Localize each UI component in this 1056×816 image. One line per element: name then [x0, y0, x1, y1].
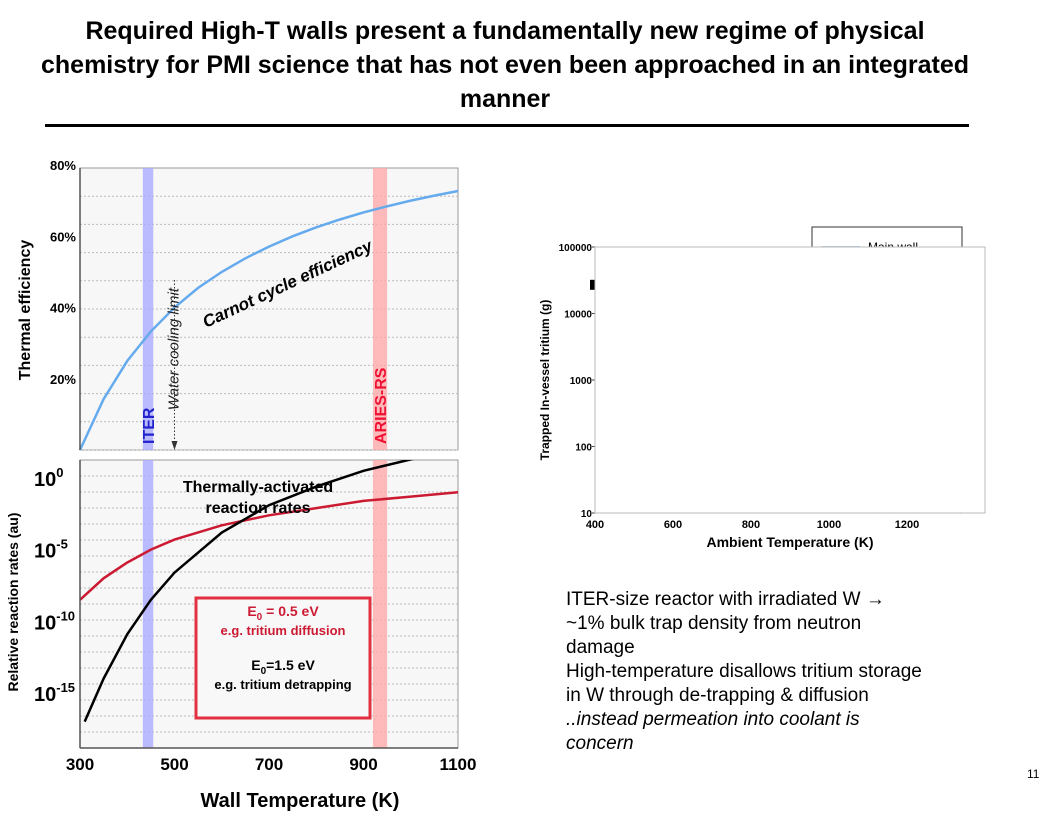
slide-title: Required High-T walls present a fundamen… [40, 17, 969, 113]
y-axis-title-top: Thermal efficiency [17, 240, 34, 381]
x-tick-label: 600 [664, 519, 682, 531]
notes-line: ..instead permeation into coolant is [566, 709, 860, 730]
legend-description: e.g. tritium detrapping [214, 677, 351, 692]
y-tick-label: 10000 [564, 310, 592, 321]
band-aries-rs-bottom [372, 460, 388, 748]
y-tick-label: 100 [34, 465, 63, 491]
legend-energy: E0=1.5 eV [251, 657, 315, 677]
water-cooling-limit-arrowhead [171, 441, 178, 450]
x-tick-label: 500 [160, 755, 188, 774]
band-label-aries-rs: ARIES-RS [373, 367, 390, 444]
x-tick-label: 1200 [895, 519, 919, 531]
legend-box [194, 596, 372, 720]
thermal-efficiency-and-reaction-rate-chart: 20% 40% 60% 80% Thermal efficiency ITER ARIES-… [5, 158, 477, 812]
series-rate-1 [83, 460, 414, 723]
chart-title-line1: Thermally-activated [183, 479, 333, 496]
x-tick-label: 300 [66, 755, 94, 774]
notes-text: ITER-size reactor with irradiated W → ~1… [566, 588, 1036, 756]
x-axis-title: Wall Temperature (K) [201, 790, 400, 812]
water-cooling-limit-label: Water cooling limit [166, 287, 183, 410]
x-tick-label: 700 [255, 755, 283, 774]
notes-line: concern [566, 733, 634, 754]
y-tick-label: 100 [575, 443, 592, 454]
x-axis-title: Ambient Temperature (K) [707, 534, 874, 550]
notes-line: ~1% bulk trap density from neutron [566, 613, 862, 634]
series-rate-0 [80, 491, 458, 601]
page-number: 11 [1027, 767, 1040, 781]
x-tick-label: 900 [349, 755, 377, 774]
y-tick-label: 40% [50, 301, 76, 316]
notes-line: in W through de-trapping & diffusion [566, 685, 869, 706]
y-tick-label: 10 [581, 509, 593, 520]
series-carnot-efficiency [78, 189, 459, 451]
y-tick-label: 80% [50, 158, 76, 173]
legend-energy: E0 = 0.5 eV [247, 603, 319, 623]
plot-area [594, 246, 986, 514]
y-tick-label: 100000 [559, 243, 593, 254]
band-aries-rs-top [372, 168, 388, 450]
x-tick-label: 1000 [817, 519, 841, 531]
notes-line: damage [566, 637, 635, 658]
chart-title-line2: reaction rates [206, 500, 311, 517]
legend-description: e.g. tritium diffusion [221, 623, 346, 638]
x-tick-label: 1100 [440, 755, 477, 774]
x-tick-label: 400 [586, 519, 604, 531]
y-tick-label: 10-15 [34, 680, 75, 706]
title-divider [45, 124, 969, 127]
x-tick-label: 800 [742, 519, 760, 531]
y-tick-label: 10-10 [34, 608, 75, 634]
notes-line: ITER-size reactor with irradiated W → [566, 589, 885, 610]
band-iter-top [142, 168, 154, 450]
band-label-iter: ITER [141, 407, 158, 444]
notes-line: High-temperature disallows tritium stora… [566, 661, 922, 682]
y-tick-label: 60% [50, 229, 76, 244]
y-axis-title-bottom: Relative reaction rates (au) [5, 513, 21, 692]
y-tick-label: 1000 [570, 376, 593, 387]
trapped-tritium-chart: 10 100 1000 10000 100000 400 600 800 1000 1200 Amb… [538, 226, 986, 550]
y-tick-label: 20% [50, 372, 76, 387]
y-axis-title: Trapped In-vessel tritium (g) [538, 300, 552, 461]
y-tick-label: 10-5 [34, 537, 68, 563]
